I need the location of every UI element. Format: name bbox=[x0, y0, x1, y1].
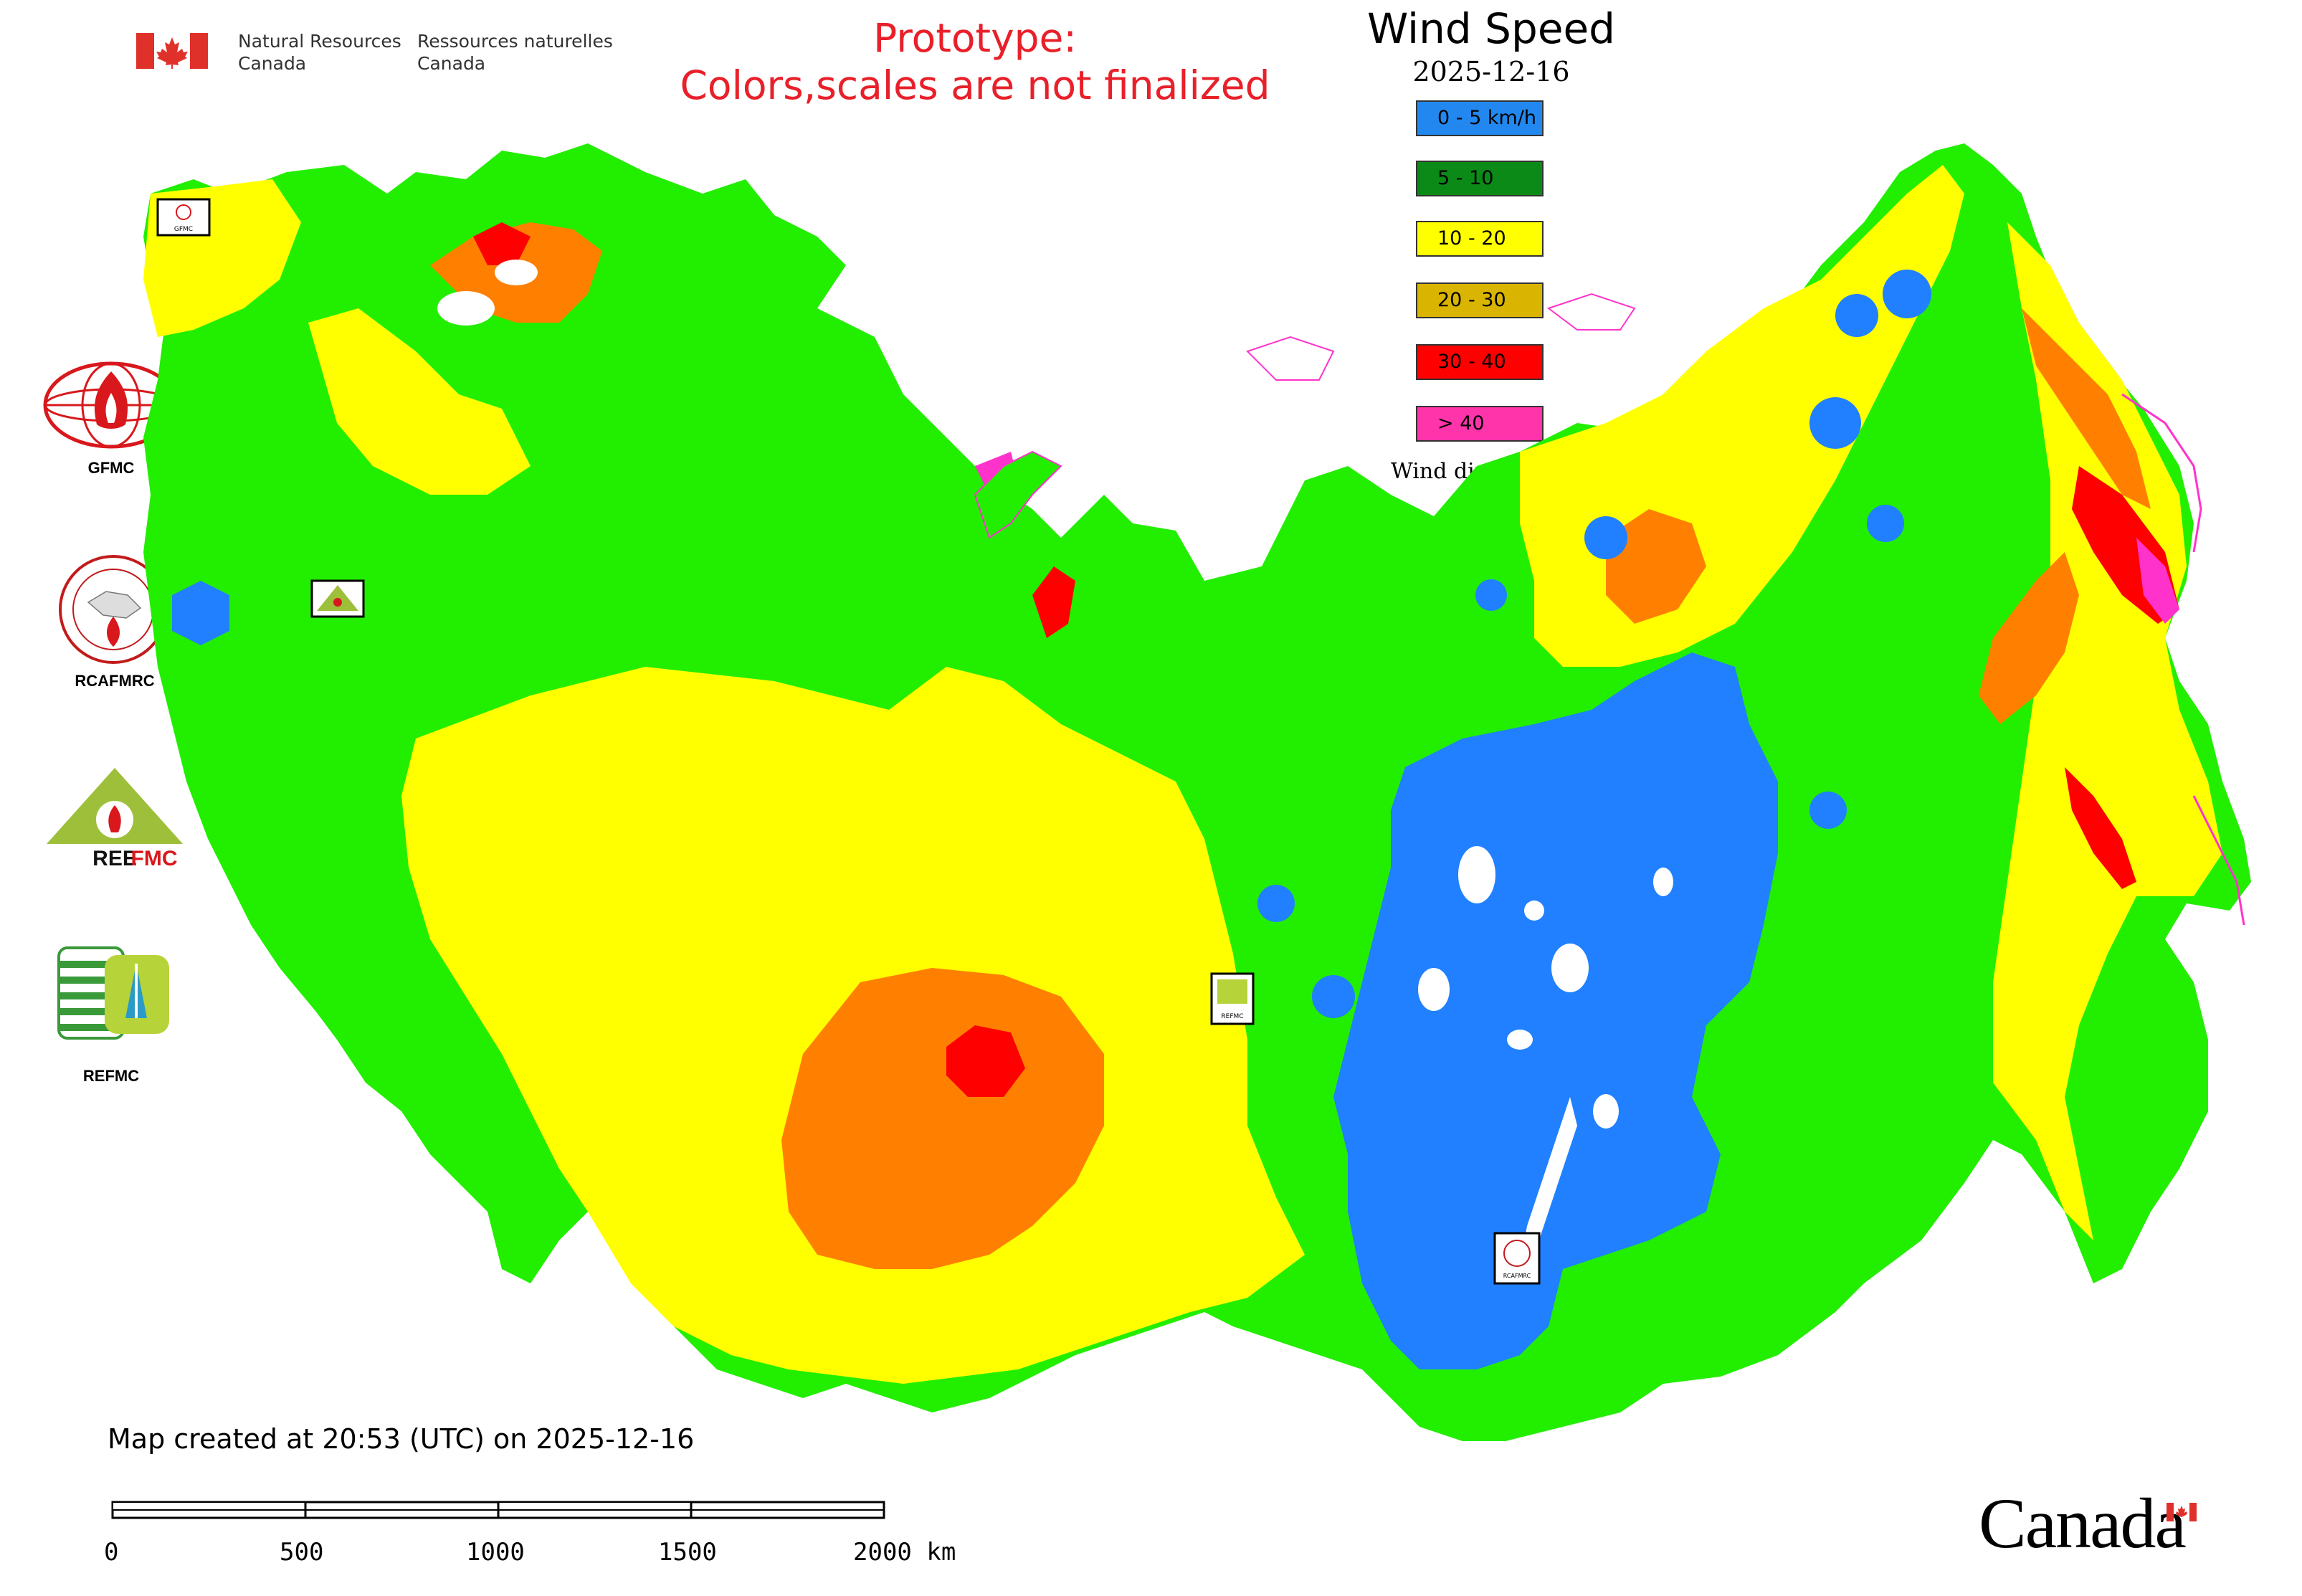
white-blob bbox=[1507, 1030, 1533, 1050]
wind-speed-map: GFMC REFMC RCAFMRC bbox=[143, 143, 2251, 1441]
gfmc-logo-icon bbox=[43, 361, 179, 449]
legend-item-label: 30 - 40 bbox=[1437, 351, 1506, 373]
rcafmrc-map-badge: RCAFMRC bbox=[1493, 1232, 1541, 1285]
blue-zone-east-siberia bbox=[1333, 652, 1778, 1369]
gov-name-en: Natural Resources Canada bbox=[238, 30, 401, 75]
white-blob bbox=[1458, 846, 1495, 903]
legend-item: > 40 bbox=[1416, 406, 1544, 442]
gov-en-line-2: Canada bbox=[238, 53, 307, 74]
scale-tick: 1000 bbox=[466, 1538, 525, 1567]
red-zone-yamal bbox=[1032, 566, 1075, 638]
gov-name-fr: Ressources naturelles Canada bbox=[417, 30, 613, 75]
gfmc-badge-text: GFMC bbox=[174, 226, 193, 233]
legend-item: 10 - 20 bbox=[1416, 221, 1544, 257]
blue-spot bbox=[1883, 270, 1931, 318]
refmc-map-badge: REFMC bbox=[1210, 972, 1255, 1025]
legend-item: 0 - 5 km/h bbox=[1416, 100, 1544, 136]
magenta-zone-kamchatka bbox=[2136, 538, 2179, 624]
gov-fr-line-1: Ressources naturelles bbox=[417, 31, 613, 52]
svg-text:FMC: FMC bbox=[131, 847, 178, 870]
legend-title: Wind Speed bbox=[1366, 4, 1616, 53]
orange-zone-lena bbox=[1606, 509, 1706, 624]
orange-zone-central bbox=[781, 968, 1104, 1269]
lake-ladoga bbox=[437, 291, 495, 326]
wordmark-flag-icon bbox=[2167, 1503, 2197, 1521]
refmc-badge-text: REFMC bbox=[1221, 1013, 1243, 1020]
legend-item: 30 - 40 bbox=[1416, 344, 1544, 380]
red-zone-central bbox=[946, 1025, 1025, 1097]
yellow-zone-west bbox=[308, 308, 531, 495]
gov-fr-line-2: Canada bbox=[417, 53, 486, 74]
blue-spot bbox=[1257, 885, 1295, 922]
legend-item: 20 - 30 bbox=[1416, 282, 1544, 318]
new-siberian-islands bbox=[1546, 293, 1636, 331]
scale-tick: 2000 km bbox=[853, 1538, 956, 1567]
government-identifier: Natural Resources Canada Ressources natu… bbox=[136, 27, 624, 77]
white-blob bbox=[1653, 868, 1673, 896]
scale-bar: 0 500 1000 1500 2000 km bbox=[100, 1495, 975, 1581]
legend-item-label: 20 - 30 bbox=[1437, 289, 1506, 311]
svg-text:REE: REE bbox=[92, 847, 137, 870]
reefmc-map-badge bbox=[310, 579, 365, 618]
blue-zone-baltic bbox=[172, 581, 229, 645]
blue-spot bbox=[1867, 505, 1904, 542]
legend-item-label: 10 - 20 bbox=[1437, 227, 1506, 250]
kamchatka-coast bbox=[2121, 393, 2245, 926]
blue-spot bbox=[1809, 792, 1847, 829]
gfmc-map-badge: GFMC bbox=[156, 198, 211, 237]
canada-wordmark: Canada bbox=[1979, 1484, 2222, 1563]
canada-flag-icon bbox=[136, 33, 208, 69]
reefmc-logo-icon: REE FMC bbox=[47, 768, 183, 870]
yellow-zone-pacific bbox=[1993, 222, 2222, 1240]
prototype-line-2: Colors,scales are not finalized bbox=[680, 62, 1270, 108]
red-zone-kola bbox=[473, 222, 531, 265]
legend-item-label: 0 - 5 km/h bbox=[1437, 107, 1536, 129]
white-blob bbox=[1418, 968, 1450, 1011]
legend-item-label: > 40 bbox=[1437, 412, 1485, 434]
scale-tick: 0 bbox=[104, 1538, 119, 1567]
refmc-logo-icon bbox=[57, 946, 169, 1040]
orange-zone-kamchatka bbox=[2022, 308, 2151, 509]
canada-wordmark-text: Canada bbox=[1979, 1483, 2187, 1563]
blue-spot bbox=[1835, 294, 1878, 337]
blue-spot bbox=[1584, 516, 1627, 559]
blue-spot bbox=[1809, 397, 1861, 449]
lake-onega bbox=[495, 260, 538, 285]
white-blob bbox=[1593, 1094, 1619, 1129]
white-blob bbox=[1551, 944, 1589, 992]
blue-spot bbox=[1312, 975, 1355, 1018]
scale-tick: 500 bbox=[280, 1538, 324, 1567]
scale-tick: 1500 bbox=[658, 1538, 717, 1567]
prototype-line-1: Prototype: bbox=[873, 15, 1077, 61]
blue-spot bbox=[1475, 579, 1507, 611]
legend-item: 5 - 10 bbox=[1416, 161, 1544, 196]
legend-date: 2025-12-16 bbox=[1412, 56, 1570, 87]
map-created-note: Map created at 20:53 (UTC) on 2025-12-16 bbox=[108, 1423, 695, 1455]
novaya-zemlya bbox=[974, 450, 1062, 539]
gov-en-line-1: Natural Resources bbox=[238, 31, 401, 52]
prototype-notice: Prototype: Colors,scales are not finaliz… bbox=[645, 14, 1305, 109]
legend: Wind Speed 2025-12-16 0 - 5 km/h 5 - 10 … bbox=[1290, 0, 1692, 516]
sakhalin bbox=[2065, 767, 2136, 889]
legend-item-label: 5 - 10 bbox=[1437, 167, 1494, 189]
severnaya-zemlya bbox=[1246, 336, 1335, 381]
rcafmrc-badge-text: RCAFMRC bbox=[1503, 1273, 1531, 1279]
orange-zone-pacific bbox=[1979, 552, 2079, 724]
gfmc-label: GFMC bbox=[87, 459, 135, 477]
scale-bar-graphic bbox=[111, 1501, 885, 1519]
rcafmrc-label: RCAFMRC bbox=[75, 672, 155, 690]
lake-baikal bbox=[1520, 1097, 1577, 1269]
white-blob bbox=[1524, 901, 1544, 921]
refmc-label: REFMC bbox=[82, 1067, 140, 1085]
